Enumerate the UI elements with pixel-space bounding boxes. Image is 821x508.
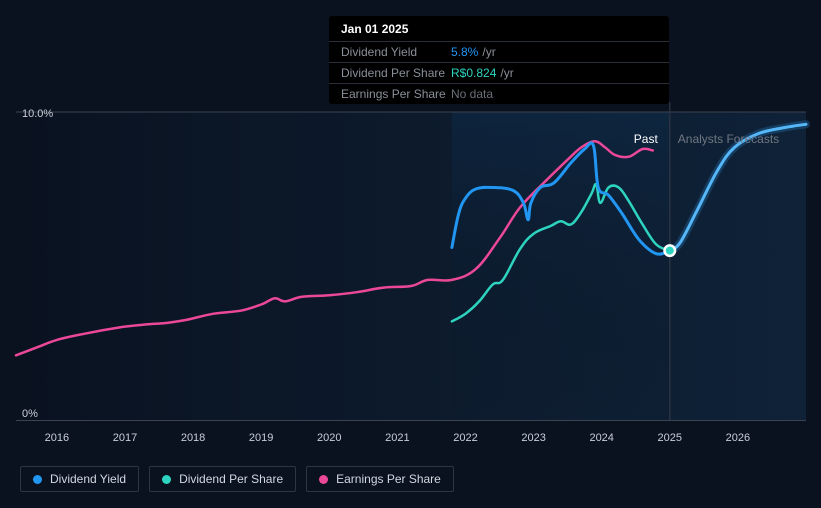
tooltip-row: Dividend Per ShareR$0.824/yr [329, 62, 669, 83]
tooltip-row-value: No data [451, 87, 493, 101]
tooltip-row-label: Dividend Per Share [341, 66, 451, 80]
region-label-past: Past [634, 132, 658, 146]
y-axis-label: 0% [22, 408, 38, 420]
tooltip-row-value: R$0.824 [451, 66, 496, 80]
legend-label: Earnings Per Share [336, 472, 441, 486]
hover-tooltip: Jan 01 2025 Dividend Yield5.8%/yrDividen… [329, 16, 669, 104]
x-axis-label: 2017 [113, 432, 137, 444]
tooltip-row: Earnings Per ShareNo data [329, 83, 669, 104]
x-axis-label: 2020 [317, 432, 341, 444]
legend-item-dividend_yield[interactable]: Dividend Yield [20, 466, 139, 492]
y-axis-label: 10.0% [22, 108, 53, 120]
tooltip-date: Jan 01 2025 [329, 16, 669, 41]
x-axis-label: 2022 [453, 432, 477, 444]
x-axis-label: 2016 [45, 432, 69, 444]
tooltip-row-value: 5.8% [451, 45, 478, 59]
tooltip-row: Dividend Yield5.8% /yr [329, 41, 669, 62]
x-axis-label: 2019 [249, 432, 273, 444]
tooltip-row-suffix: /yr [500, 66, 513, 80]
tooltip-row-suffix: /yr [482, 45, 495, 59]
legend-item-earnings_per_share[interactable]: Earnings Per Share [306, 466, 454, 492]
legend-dot [319, 475, 328, 484]
legend-dot [33, 475, 42, 484]
region-label-forecasts: Analysts Forecasts [678, 132, 779, 146]
x-axis-label: 2023 [521, 432, 545, 444]
tooltip-row-label: Dividend Yield [341, 45, 451, 59]
x-axis-label: 2025 [658, 432, 682, 444]
x-axis-label: 2018 [181, 432, 205, 444]
legend-item-dividend_per_share[interactable]: Dividend Per Share [149, 466, 296, 492]
tooltip-row-label: Earnings Per Share [341, 87, 451, 101]
x-axis-label: 2021 [385, 432, 409, 444]
legend-label: Dividend Per Share [179, 472, 283, 486]
x-axis-label: 2026 [726, 432, 750, 444]
chart-container: Jan 01 2025 Dividend Yield5.8%/yrDividen… [0, 0, 821, 508]
legend-dot [162, 475, 171, 484]
legend: Dividend Yield Dividend Per Share Earnings… [20, 466, 454, 492]
legend-label: Dividend Yield [50, 472, 126, 486]
x-axis-label: 2024 [589, 432, 613, 444]
